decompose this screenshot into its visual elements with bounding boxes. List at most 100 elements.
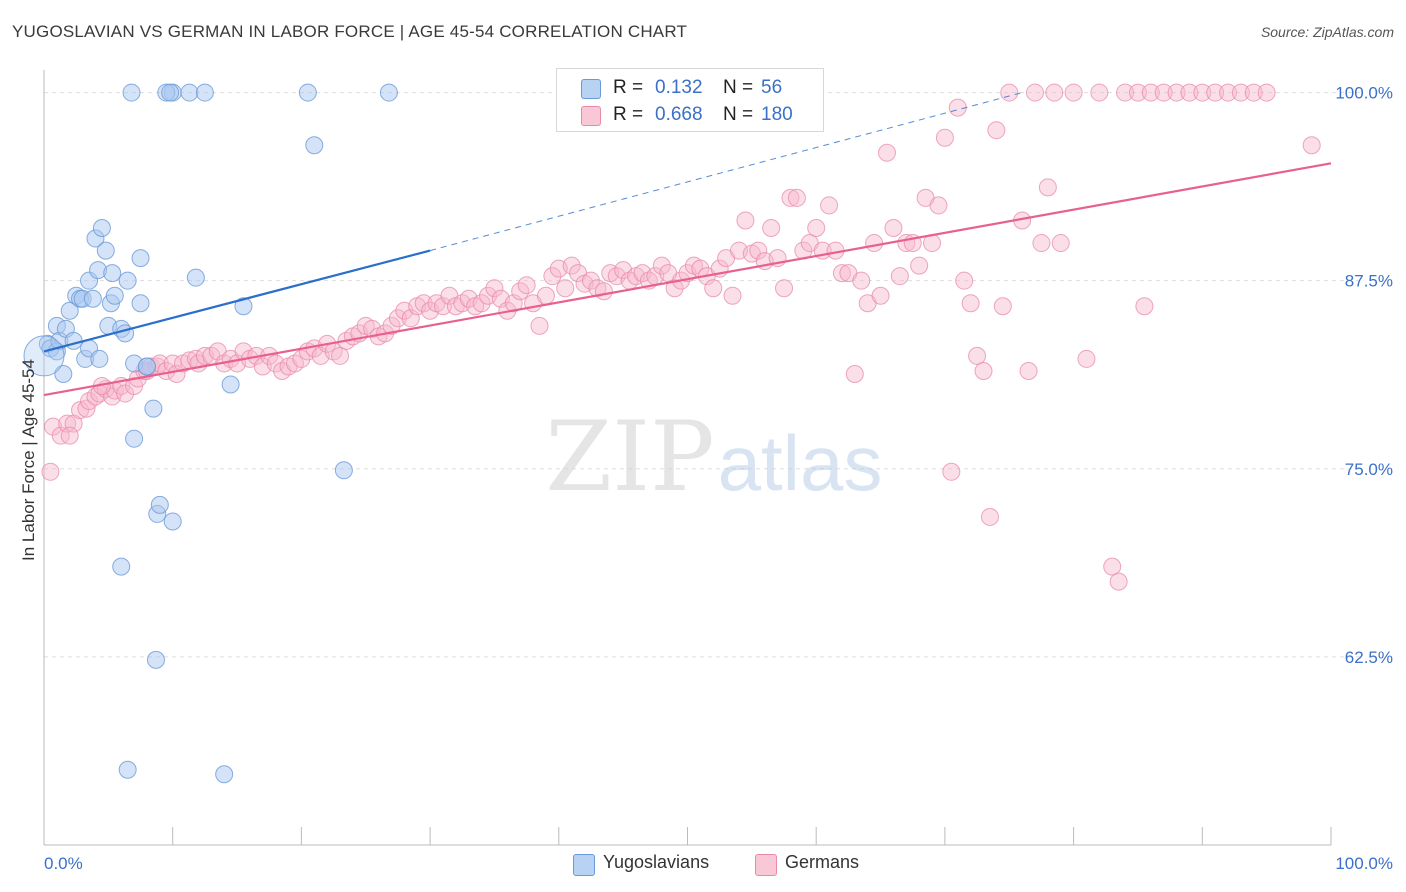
germans-point — [581, 271, 600, 290]
germans-point — [736, 211, 755, 230]
germans-point — [781, 188, 800, 207]
germans-point — [704, 279, 723, 298]
germans-point — [665, 279, 684, 298]
germans-point — [865, 234, 884, 253]
germans-point — [562, 256, 581, 275]
germans-point — [787, 188, 806, 207]
germans-point — [974, 361, 993, 380]
n-value: 56 — [761, 77, 783, 98]
germans-point — [1193, 83, 1212, 102]
germans-point — [71, 401, 90, 420]
yugoslavians-point — [161, 83, 180, 102]
germans-point — [60, 426, 79, 445]
yugoslavians-trendline — [43, 249, 431, 353]
legend-swatch-yugoslavians — [573, 854, 595, 876]
germans-point — [1302, 136, 1321, 155]
germans-point — [1135, 297, 1154, 316]
yugoslavians-point — [118, 271, 137, 290]
yugoslavians-trendline-extension — [429, 92, 1023, 252]
germans-point — [485, 279, 504, 298]
yugoslavians-point — [105, 286, 124, 305]
germans-point — [961, 294, 980, 313]
germans-point — [1141, 83, 1160, 102]
germans-point — [41, 462, 60, 481]
germans-point — [1090, 83, 1109, 102]
germans-point — [1045, 83, 1064, 102]
yugoslavians-point — [137, 357, 156, 376]
germans-point — [1103, 557, 1122, 576]
yugoslavians-point — [118, 760, 137, 779]
yugoslavians-point — [125, 429, 144, 448]
yugoslavians-point — [186, 268, 205, 287]
germans-point — [285, 354, 304, 373]
r-label: R = — [613, 104, 644, 125]
y-tick-labels: 62.5% 75.0% 87.5% 100.0% — [1335, 84, 1393, 667]
yugoslavians-point — [305, 136, 324, 155]
yugoslavians-point — [221, 375, 240, 394]
yugoslavians-point — [60, 301, 79, 320]
germans-point — [890, 267, 909, 286]
germans-point — [980, 507, 999, 526]
germans-point — [852, 271, 871, 290]
germans-point — [877, 143, 896, 162]
germans-point — [433, 297, 452, 316]
germans-point — [832, 264, 851, 283]
germans-point — [58, 414, 77, 433]
source-label: Source: ZipAtlas.com — [1260, 24, 1394, 40]
yugoslavians-swatch — [581, 79, 601, 99]
germans-point — [775, 279, 794, 298]
germans-point — [1025, 83, 1044, 102]
yugoslavians-point — [163, 512, 182, 531]
germans-point — [556, 279, 575, 298]
germans-point — [80, 392, 99, 411]
y-tick-label: 100.0% — [1335, 84, 1393, 103]
n-label: N = — [723, 77, 754, 98]
germans-point — [845, 364, 864, 383]
germans-point — [1180, 83, 1199, 102]
yugoslavians-point — [122, 83, 141, 102]
germans-point — [1231, 83, 1250, 102]
yugoslavians-point — [92, 219, 111, 238]
germans-point — [871, 286, 890, 305]
yugoslavians-point — [83, 289, 102, 308]
germans-point — [414, 294, 433, 313]
germans-point — [652, 256, 671, 275]
yugoslavians-point — [144, 399, 163, 418]
n-value: 180 — [761, 104, 793, 125]
germans-point — [292, 349, 311, 368]
germans-point — [968, 346, 987, 365]
yugoslavians-point — [64, 331, 83, 350]
germans-point — [929, 196, 948, 215]
r-value: 0.668 — [655, 104, 703, 125]
germans-point — [472, 294, 491, 313]
yugoslavians-point — [195, 83, 214, 102]
germans-swatch — [581, 106, 601, 126]
germans-point — [331, 346, 350, 365]
germans-point — [517, 276, 536, 295]
germans-point — [44, 417, 63, 436]
stats-box: R = 0.132 N = 56 R = 0.668 N = 180 — [556, 68, 824, 132]
yugoslavians-point — [23, 335, 65, 377]
yugoslavians-point — [131, 249, 150, 268]
germans-point — [1032, 234, 1051, 253]
germans-point — [1206, 83, 1225, 102]
germans-point — [1154, 83, 1173, 102]
germans-point — [543, 267, 562, 286]
watermark-atlas: atlas — [718, 419, 883, 507]
yugoslavians-points — [23, 83, 398, 784]
germans-point — [1051, 234, 1070, 253]
x-tick-label: 100.0% — [1335, 854, 1393, 873]
yugoslavians-point — [116, 324, 135, 343]
germans-point — [910, 256, 929, 275]
yugoslavians-point — [234, 297, 253, 316]
germans-point — [987, 121, 1006, 140]
germans-point — [388, 309, 407, 328]
germans-point — [382, 316, 401, 335]
y-axis-label: In Labor Force | Age 45-54 — [19, 359, 38, 561]
germans-point — [77, 399, 96, 418]
watermark-zip: ZIP — [545, 401, 714, 513]
legend-swatch-germans — [755, 854, 777, 876]
yugoslavians-point — [103, 264, 122, 283]
germans-point — [884, 219, 903, 238]
axes — [43, 70, 1332, 846]
